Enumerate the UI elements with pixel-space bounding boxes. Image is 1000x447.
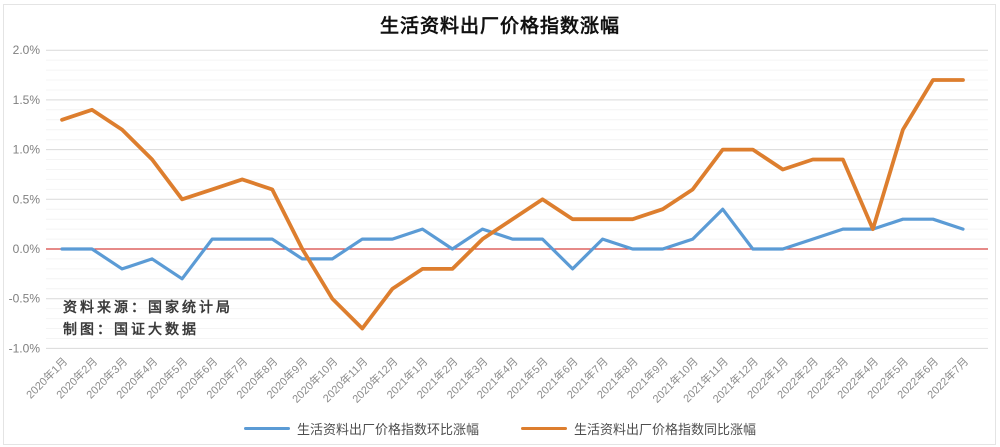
chart-title: 生活资料出厂价格指数涨幅 — [379, 16, 620, 37]
series-line-mom — [60, 207, 965, 281]
y-tick-label: 2.0% — [13, 43, 41, 57]
y-axis-labels: 2.0% 1.5% 1.0% 0.5% 0.0% -0.5% -1.0% — [9, 43, 41, 355]
legend-item-yoy: 生活资料出厂价格指数同比涨幅 — [521, 419, 756, 438]
chart-credit-note: 制图：国证大数据 — [63, 321, 199, 337]
x-axis-labels: 2020年1月2020年2月2020年3月2020年4月2020年5月2020年… — [23, 354, 971, 405]
series-line-yoy — [60, 78, 965, 331]
legend-label-mom: 生活资料出厂价格指数环比涨幅 — [296, 422, 479, 437]
y-tick-label: 1.5% — [13, 93, 41, 107]
chart-legend: 生活资料出厂价格指数环比涨幅 生活资料出厂价格指数同比涨幅 — [0, 419, 1000, 438]
legend-line-swatch-yoy — [521, 426, 567, 431]
y-tick-label: -1.0% — [9, 341, 41, 355]
y-tick-label: 0.5% — [13, 192, 41, 206]
y-tick-label: 0.0% — [13, 242, 41, 256]
legend-label-yoy: 生活资料出厂价格指数同比涨幅 — [574, 422, 757, 437]
legend-item-mom: 生活资料出厂价格指数环比涨幅 — [243, 419, 479, 438]
data-source-note: 资料来源：国家统计局 — [63, 299, 233, 315]
minor-gridlines — [46, 59, 988, 339]
y-tick-label: 1.0% — [13, 143, 41, 157]
legend-line-swatch-mom — [243, 426, 290, 431]
y-tick-label: -0.5% — [9, 292, 41, 306]
